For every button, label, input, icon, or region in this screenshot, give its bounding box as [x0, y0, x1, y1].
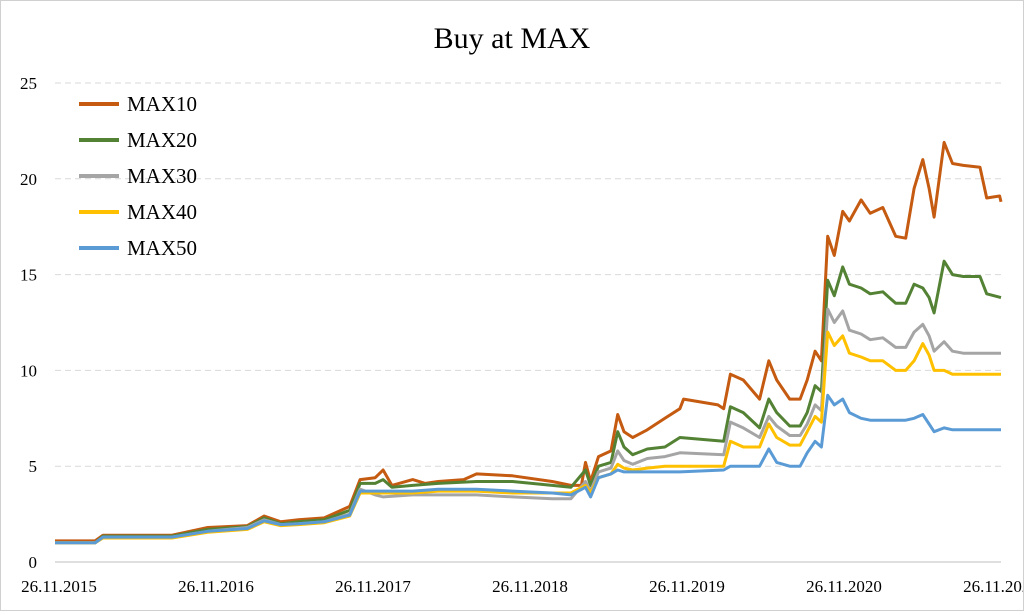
legend-label-max10: MAX10: [127, 92, 197, 116]
series-line-max50: [55, 393, 1001, 545]
y-tick-label-0: 0: [29, 553, 38, 572]
x-tick-label-3: 26.11.2018: [492, 577, 568, 596]
series-line-max40: [55, 330, 1001, 545]
legend-label-max50: MAX50: [127, 236, 197, 260]
x-axis-ticks: 26.11.2015 26.11.2016 26.11.2017 26.11.2018…: [21, 577, 1024, 596]
gridlines: [55, 82, 1001, 467]
legend: MAX10 MAX20 MAX30 MAX40 MAX50: [79, 92, 197, 260]
series-line-max20: [55, 259, 1002, 545]
x-tick-label-1: 26.11.2016: [178, 577, 254, 596]
series-line-max30: [55, 307, 1001, 545]
y-tick-label-4: 20: [20, 170, 37, 189]
chart-title: Buy at MAX: [434, 22, 591, 55]
x-tick-label-5: 26.11.2020: [806, 577, 882, 596]
x-tick-label-0: 26.11.2015: [21, 577, 97, 596]
x-tick-label-4: 26.11.2019: [649, 577, 725, 596]
series-lines: [55, 140, 1003, 545]
legend-label-max20: MAX20: [127, 128, 197, 152]
legend-label-max30: MAX30: [127, 164, 197, 188]
y-tick-label-5: 25: [20, 74, 37, 93]
y-axis-ticks: 0 5 10 15 20 25: [20, 74, 37, 572]
y-tick-label-2: 10: [20, 361, 37, 380]
x-tick-label-2: 26.11.2017: [335, 577, 411, 596]
x-tick-label-6: 26.11.2021: [963, 577, 1023, 596]
y-tick-label-1: 5: [29, 457, 38, 476]
y-tick-label-3: 15: [20, 266, 37, 285]
legend-label-max40: MAX40: [127, 200, 197, 224]
